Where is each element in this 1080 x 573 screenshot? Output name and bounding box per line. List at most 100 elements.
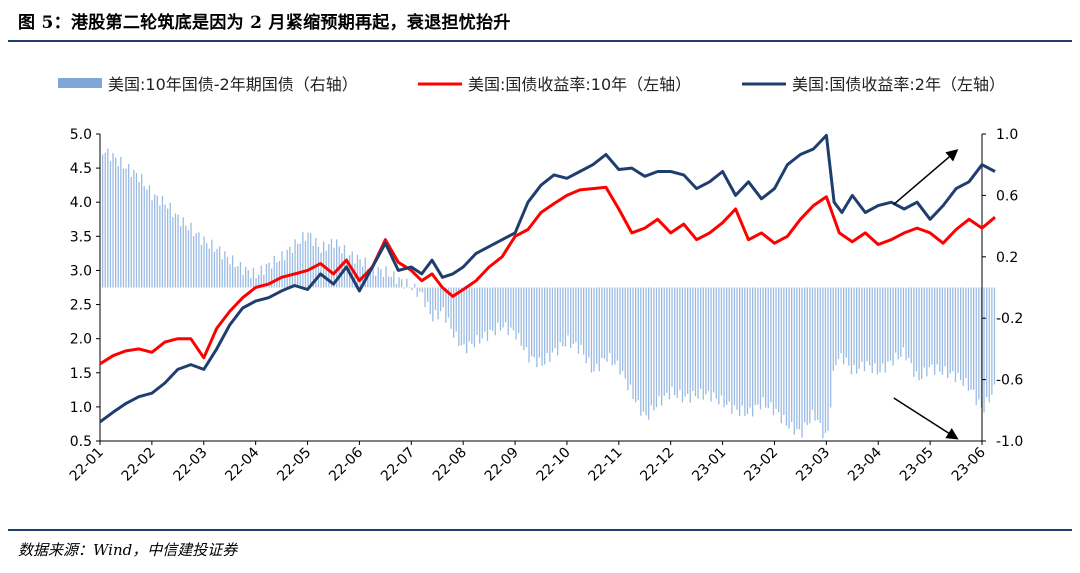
- spread-bar: [832, 287, 834, 371]
- spread-bar: [242, 274, 244, 288]
- spread-bar: [804, 287, 806, 423]
- spread-bar: [624, 287, 626, 379]
- spread-bar: [983, 287, 985, 413]
- spread-bar: [713, 287, 715, 393]
- x-tick-label: 22-01: [67, 445, 107, 485]
- spread-bar: [239, 262, 242, 288]
- spread-bar: [700, 287, 702, 389]
- spread-bar: [128, 163, 130, 288]
- spread-bar: [518, 287, 520, 333]
- spread-bar: [546, 287, 548, 354]
- spread-bar: [970, 287, 972, 390]
- spread-bar: [122, 168, 125, 288]
- spread-bar: [746, 287, 749, 415]
- spread-bar: [536, 287, 538, 368]
- spread-bar: [580, 287, 582, 346]
- legend-label: 美国:10年国债-2年期国债（右轴）: [108, 75, 358, 94]
- x-tick-label: 22-09: [482, 445, 522, 485]
- spread-bar: [237, 266, 239, 288]
- spread-bar: [489, 287, 491, 330]
- spread-bar: [297, 244, 299, 288]
- spread-bar: [827, 287, 829, 431]
- spread-bar: [375, 275, 377, 288]
- spread-bar: [398, 277, 400, 288]
- spread-bar: [273, 255, 275, 288]
- spread-bar: [476, 287, 478, 335]
- spread-bar: [146, 189, 148, 288]
- spread-bar: [900, 287, 902, 357]
- spread-bar: [226, 256, 229, 288]
- spread-bar: [697, 287, 699, 399]
- spread-bar: [507, 287, 509, 336]
- spread-bar: [180, 226, 182, 288]
- x-tick-label: 22-11: [586, 445, 626, 485]
- spread-bar: [905, 287, 907, 361]
- spread-bar: [502, 287, 504, 328]
- spread-bar: [835, 287, 837, 366]
- spread-bar: [512, 287, 515, 331]
- x-tick-label: 22-12: [637, 445, 677, 485]
- spread-bar: [947, 287, 949, 379]
- left-tick-label: 1.0: [70, 400, 92, 416]
- spread-bar: [923, 287, 925, 368]
- spread-bar: [466, 287, 468, 354]
- spread-bar: [419, 287, 421, 292]
- spread-bar: [739, 287, 741, 416]
- spread-bar: [187, 230, 190, 288]
- spread-bar: [642, 287, 645, 412]
- spread-bar: [112, 153, 114, 288]
- spread-bar: [276, 262, 278, 288]
- spread-bar: [281, 251, 283, 288]
- spread-bar: [234, 267, 236, 288]
- spread-bar: [265, 264, 268, 288]
- spread-bar: [380, 269, 382, 288]
- left-tick-label: 4.5: [70, 161, 92, 177]
- spread-bar: [359, 259, 361, 288]
- legend-label: 美国:国债收益率:2年（左轴）: [792, 75, 1005, 94]
- right-tick-label: 0.2: [996, 250, 1018, 266]
- spread-bar: [551, 287, 554, 353]
- spread-bar: [694, 287, 697, 397]
- spread-bar: [811, 287, 814, 410]
- spread-bar: [570, 287, 572, 348]
- spread-bar: [414, 283, 416, 288]
- spread-bar: [468, 287, 470, 342]
- spread-bar: [510, 287, 512, 328]
- spread-bar: [632, 287, 634, 400]
- spread-bar: [596, 287, 598, 364]
- spread-bar: [853, 287, 855, 366]
- spread-bar: [645, 287, 647, 416]
- spread-bar: [871, 287, 873, 374]
- spread-bar: [866, 287, 868, 362]
- spread-bar: [268, 262, 270, 288]
- left-tick-label: 0.5: [70, 434, 92, 450]
- yield-lines: [99, 133, 996, 424]
- x-tick-label: 22-05: [274, 445, 314, 485]
- spread-bar: [320, 252, 322, 288]
- spread-bar: [193, 236, 195, 288]
- spread-bars: [102, 148, 996, 439]
- spread-bar: [463, 287, 465, 345]
- spread-bar: [299, 243, 301, 288]
- spread-bar: [614, 287, 616, 365]
- spread-bar: [796, 287, 798, 430]
- spread-bar: [788, 287, 790, 429]
- spread-bar: [538, 287, 541, 358]
- spread-bar: [148, 185, 151, 288]
- spread-bar: [681, 287, 684, 403]
- spread-bar: [328, 244, 330, 288]
- spread-bar: [185, 225, 187, 288]
- legend-swatch-bar: [58, 78, 102, 88]
- spread-bar: [432, 287, 434, 322]
- spread-bar: [967, 287, 970, 391]
- spread-bar: [343, 245, 346, 288]
- spread-bar: [913, 287, 915, 377]
- spread-bar: [837, 287, 840, 359]
- spread-bar: [557, 287, 559, 356]
- spread-bar: [856, 287, 858, 374]
- spread-bar: [635, 287, 637, 403]
- spread-bar: [863, 287, 866, 372]
- spread-bar: [107, 148, 109, 288]
- left-tick-label: 3.5: [70, 229, 92, 245]
- spread-bar: [232, 255, 234, 288]
